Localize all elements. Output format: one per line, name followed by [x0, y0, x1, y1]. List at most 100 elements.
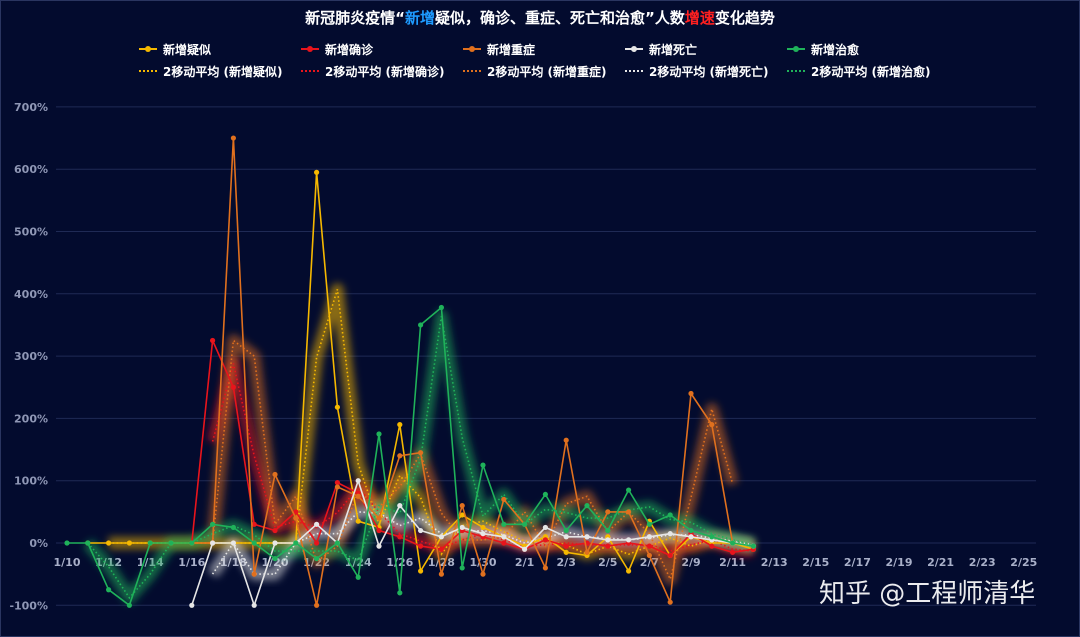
- data-point[interactable]: [418, 543, 424, 549]
- data-point[interactable]: [210, 337, 216, 344]
- data-point[interactable]: [189, 602, 195, 608]
- legend-item[interactable]: 新增疑似: [139, 41, 301, 58]
- data-point[interactable]: [459, 524, 465, 531]
- data-point[interactable]: [709, 422, 715, 428]
- data-point[interactable]: [314, 521, 320, 527]
- legend-item[interactable]: 2移动平均 (新增重症): [463, 63, 625, 80]
- data-point[interactable]: [251, 540, 257, 546]
- data-point[interactable]: [272, 540, 278, 546]
- data-point[interactable]: [126, 602, 132, 608]
- legend-item[interactable]: 新增治愈: [787, 41, 949, 58]
- data-point[interactable]: [376, 431, 382, 437]
- data-point[interactable]: [334, 479, 340, 486]
- data-point[interactable]: [688, 534, 694, 540]
- legend-item[interactable]: 2移动平均 (新增疑似): [139, 63, 301, 80]
- data-point[interactable]: [376, 543, 382, 549]
- data-point[interactable]: [418, 527, 424, 534]
- data-point[interactable]: [626, 509, 632, 515]
- data-point[interactable]: [605, 537, 611, 543]
- data-point[interactable]: [501, 521, 507, 527]
- data-point[interactable]: [605, 509, 611, 515]
- data-point[interactable]: [64, 540, 70, 546]
- data-point[interactable]: [355, 574, 361, 580]
- data-point[interactable]: [563, 527, 569, 534]
- data-point[interactable]: [542, 565, 549, 571]
- data-point[interactable]: [418, 450, 424, 456]
- data-point[interactable]: [501, 496, 507, 502]
- data-point[interactable]: [646, 534, 653, 540]
- data-point[interactable]: [480, 462, 486, 468]
- data-point[interactable]: [438, 546, 444, 552]
- data-point[interactable]: [626, 568, 632, 574]
- data-point[interactable]: [438, 571, 444, 577]
- data-point[interactable]: [147, 540, 153, 546]
- data-point[interactable]: [563, 543, 569, 549]
- data-point[interactable]: [397, 422, 403, 428]
- data-point[interactable]: [355, 518, 361, 524]
- data-point[interactable]: [293, 515, 299, 521]
- data-point[interactable]: [334, 484, 340, 490]
- data-point[interactable]: [459, 512, 465, 518]
- data-point[interactable]: [272, 471, 278, 478]
- data-point[interactable]: [688, 390, 694, 397]
- data-point[interactable]: [750, 543, 757, 549]
- data-point[interactable]: [459, 503, 465, 509]
- data-point[interactable]: [168, 540, 174, 546]
- data-point[interactable]: [334, 404, 340, 410]
- data-point[interactable]: [480, 524, 486, 531]
- data-point[interactable]: [376, 527, 382, 534]
- data-point[interactable]: [314, 540, 320, 546]
- data-point[interactable]: [522, 521, 528, 527]
- data-point[interactable]: [189, 540, 195, 546]
- data-point[interactable]: [667, 512, 673, 518]
- data-point[interactable]: [480, 531, 486, 537]
- data-point[interactable]: [355, 493, 361, 499]
- data-point[interactable]: [605, 527, 611, 534]
- data-point[interactable]: [501, 540, 507, 546]
- data-point[interactable]: [251, 571, 257, 577]
- data-point[interactable]: [584, 503, 590, 509]
- data-point[interactable]: [251, 521, 257, 527]
- data-point[interactable]: [230, 135, 236, 141]
- data-point[interactable]: [605, 543, 611, 549]
- data-point[interactable]: [563, 549, 569, 555]
- data-point[interactable]: [584, 549, 590, 555]
- legend-item[interactable]: 新增重症: [463, 41, 625, 58]
- data-point[interactable]: [314, 602, 320, 608]
- data-point[interactable]: [646, 552, 653, 559]
- data-point[interactable]: [334, 540, 340, 546]
- data-point[interactable]: [230, 384, 236, 390]
- legend-item[interactable]: 新增死亡: [625, 41, 787, 58]
- data-point[interactable]: [438, 534, 444, 540]
- data-point[interactable]: [355, 478, 361, 484]
- data-point[interactable]: [210, 540, 216, 546]
- data-point[interactable]: [688, 527, 694, 534]
- data-point[interactable]: [314, 169, 320, 175]
- data-point[interactable]: [522, 546, 528, 552]
- data-point[interactable]: [293, 509, 299, 515]
- data-point[interactable]: [730, 549, 736, 555]
- data-point[interactable]: [314, 555, 320, 562]
- data-point[interactable]: [251, 602, 257, 608]
- data-point[interactable]: [480, 571, 486, 577]
- data-point[interactable]: [126, 540, 132, 546]
- data-point[interactable]: [584, 534, 590, 540]
- data-point[interactable]: [709, 543, 715, 549]
- data-point[interactable]: [210, 521, 216, 527]
- data-point[interactable]: [272, 527, 278, 534]
- data-point[interactable]: [418, 568, 424, 574]
- data-point[interactable]: [542, 537, 549, 543]
- data-point[interactable]: [106, 540, 112, 546]
- data-point[interactable]: [563, 534, 569, 540]
- legend-item[interactable]: 2移动平均 (新增死亡): [625, 63, 787, 80]
- data-point[interactable]: [397, 534, 403, 540]
- data-point[interactable]: [418, 322, 424, 328]
- legend-item[interactable]: 2移动平均 (新增确诊): [301, 63, 463, 80]
- data-point[interactable]: [667, 552, 673, 559]
- data-point[interactable]: [397, 590, 403, 596]
- data-point[interactable]: [646, 521, 653, 527]
- data-point[interactable]: [542, 524, 549, 531]
- data-point[interactable]: [563, 437, 569, 443]
- legend-item[interactable]: 新增确诊: [301, 41, 463, 58]
- data-point[interactable]: [646, 543, 653, 549]
